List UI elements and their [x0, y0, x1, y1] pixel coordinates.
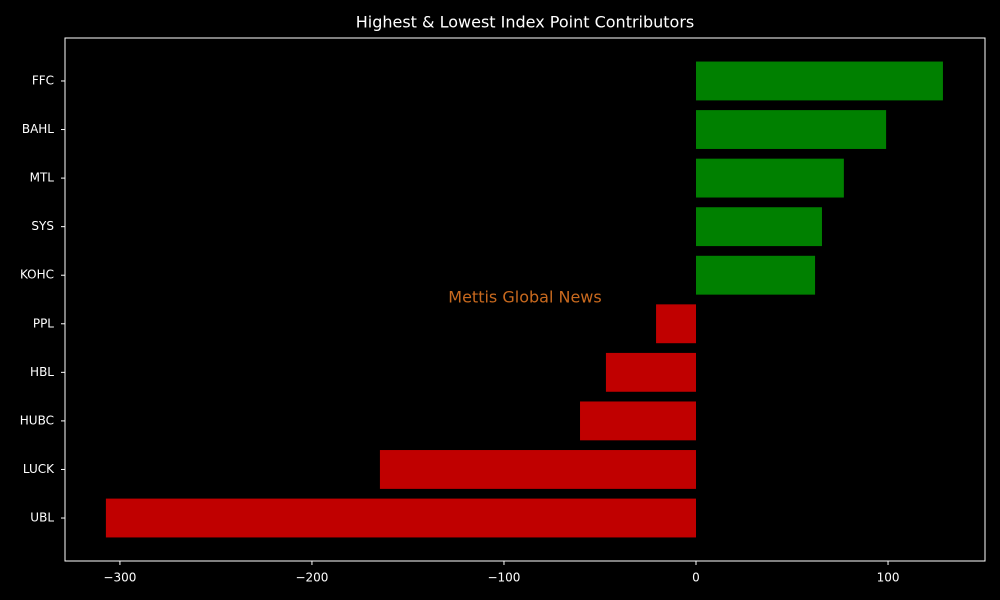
- bar: [695, 255, 816, 295]
- y-tick-label: PPL: [33, 316, 54, 330]
- y-tick-label: SYS: [31, 219, 54, 233]
- bar: [105, 498, 696, 538]
- plot-frame: [64, 37, 986, 562]
- y-tick-label: HBL: [30, 365, 54, 379]
- bar: [695, 110, 887, 149]
- bar: [605, 352, 696, 392]
- y-tick-label: FFC: [32, 73, 54, 87]
- x-tick-label: −300: [103, 571, 136, 585]
- bar: [379, 450, 696, 489]
- y-tick-label: HUBC: [20, 413, 54, 427]
- watermark: Mettis Global News: [448, 288, 601, 307]
- x-tick-label: 0: [692, 571, 700, 585]
- x-tick-label: 100: [877, 571, 900, 585]
- y-tick-label: BAHL: [22, 122, 54, 136]
- x-tick-label: −100: [487, 571, 520, 585]
- bar: [656, 304, 696, 344]
- x-tick-label: −200: [295, 571, 328, 585]
- chart-title: Highest & Lowest Index Point Contributor…: [356, 13, 695, 32]
- bar: [695, 207, 822, 247]
- bar: [580, 401, 696, 441]
- y-tick-label: KOHC: [20, 268, 54, 282]
- y-tick-label: UBL: [30, 511, 54, 525]
- bar: [695, 158, 844, 198]
- y-tick-label: LUCK: [23, 462, 55, 476]
- y-tick-label: MTL: [30, 171, 55, 185]
- bar: [695, 61, 943, 101]
